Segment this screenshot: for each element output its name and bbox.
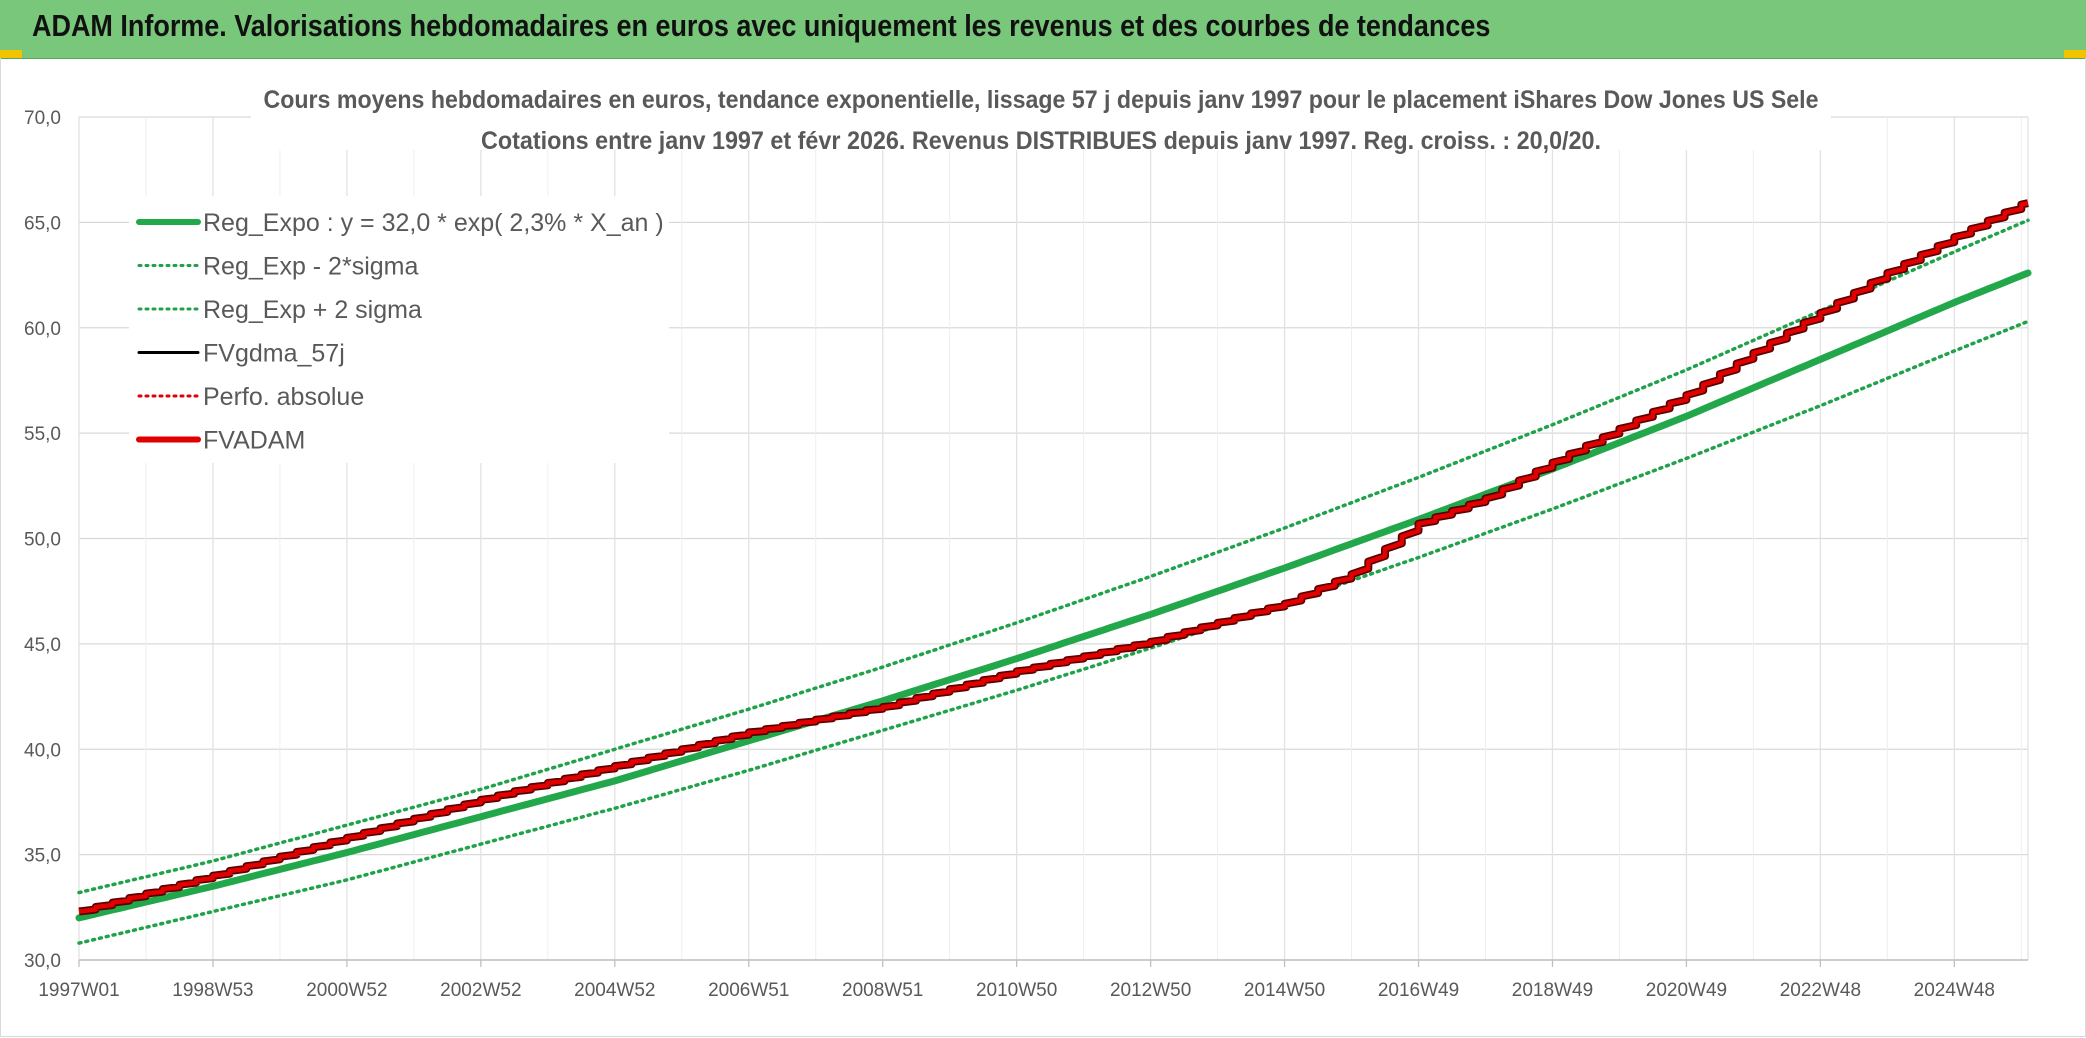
- series-reg-exp-plus-2sigma: [77, 218, 2030, 895]
- x-tick-label: 2014W50: [1244, 980, 1325, 1001]
- chart-svg: 30,0 35,0 40,0 45,0 50,0 55,0 60,0 65,0 70,0 1997…: [24, 80, 2032, 1001]
- x-tick-label: 1998W53: [172, 980, 253, 1001]
- x-tick-label: 2008W51: [842, 980, 923, 1001]
- legend-label: Perfo. absolue: [203, 383, 364, 411]
- y-tick-label: 65,0: [24, 213, 61, 234]
- x-tick-label: 2024W48: [1914, 980, 1995, 1001]
- legend-label: Reg_Exp + 2 sigma: [203, 296, 422, 324]
- x-tick-label: 2020W49: [1646, 980, 1727, 1001]
- y-tick-label: 30,0: [24, 951, 61, 972]
- y-tick-label: 60,0: [24, 319, 61, 340]
- legend-background: [129, 196, 669, 463]
- legend-label: Reg_Expo : y = 32,0 * exp( 2,3% * X_an ): [203, 209, 664, 237]
- chart-area: 30,0 35,0 40,0 45,0 50,0 55,0 60,0 65,0 70,0 1997…: [0, 58, 2086, 1037]
- corner-accent-left: [0, 50, 22, 58]
- x-tick-label: 2012W50: [1110, 980, 1191, 1001]
- chart-title-line1: Cours moyens hebdomadaires en euros, ten…: [264, 86, 1819, 114]
- y-tick-label: 55,0: [24, 424, 61, 445]
- y-tick-label: 45,0: [24, 635, 61, 656]
- legend-label: FVADAM: [203, 427, 305, 455]
- x-tick-label: 2018W49: [1512, 980, 1593, 1001]
- y-tick-label: 50,0: [24, 530, 61, 551]
- legend-label: FVgdma_57j: [203, 340, 345, 368]
- x-tick-label: 2004W52: [574, 980, 655, 1001]
- report-title: ADAM Informe. Valorisations hebdomadaire…: [32, 8, 1491, 43]
- chart-title-line2: Cotations entre janv 1997 et févr 2026. …: [481, 127, 1601, 155]
- chart-title-background: [251, 80, 1831, 150]
- y-tick-label: 70,0: [24, 108, 61, 129]
- y-tick-label: 35,0: [24, 846, 61, 867]
- x-tick-label: 1997W01: [38, 980, 119, 1001]
- x-tick-label: 2010W50: [976, 980, 1057, 1001]
- legend-label: Reg_Exp - 2*sigma: [203, 253, 418, 281]
- x-tick-label: 2006W51: [708, 980, 789, 1001]
- series-fvadam: [78, 200, 2029, 914]
- corner-accent-right: [2064, 50, 2086, 58]
- series-reg-exp-minus-2sigma: [77, 319, 2030, 945]
- report-banner: ADAM Informe. Valorisations hebdomadaire…: [0, 0, 2086, 59]
- y-tick-label: 40,0: [24, 740, 61, 761]
- x-tick-label: 2002W52: [440, 980, 521, 1001]
- series-reg-expo: [75, 269, 2032, 922]
- x-tick-label: 2016W49: [1378, 980, 1459, 1001]
- x-tick-label: 2000W52: [306, 980, 387, 1001]
- x-tick-label: 2022W48: [1780, 980, 1861, 1001]
